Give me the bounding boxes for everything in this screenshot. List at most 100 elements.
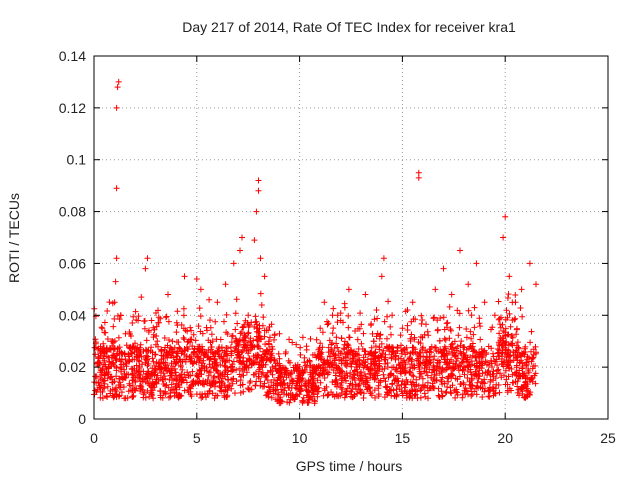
data-point [398, 342, 404, 349]
data-point [242, 337, 249, 344]
data-point [153, 323, 160, 330]
data-point [110, 394, 117, 401]
data-point [253, 378, 260, 385]
data-point [470, 348, 477, 355]
data-point [426, 349, 433, 356]
data-point [385, 298, 392, 305]
data-point [471, 324, 478, 331]
data-point [525, 369, 532, 376]
data-point [521, 351, 528, 358]
data-point [225, 383, 232, 390]
data-point [444, 356, 451, 363]
data-point [170, 377, 177, 384]
data-point [110, 323, 117, 330]
data-point [513, 347, 519, 354]
data-point [228, 348, 235, 355]
data-point [268, 321, 275, 328]
data-point [497, 370, 503, 377]
data-point [472, 370, 479, 377]
data-point [165, 291, 171, 298]
data-point [468, 388, 475, 395]
data-point [357, 310, 364, 317]
data-point [314, 393, 321, 400]
data-point [206, 388, 213, 395]
data-point [143, 356, 150, 363]
data-point [362, 351, 369, 358]
data-point [255, 329, 262, 336]
data-point [519, 365, 526, 372]
data-point [173, 386, 180, 393]
data-point [179, 366, 186, 373]
data-point [118, 368, 124, 375]
data-point [164, 354, 171, 361]
data-point [197, 355, 204, 362]
data-point [93, 373, 100, 380]
data-point [431, 314, 438, 321]
data-point [255, 361, 262, 368]
data-point [177, 346, 184, 353]
data-point [457, 342, 464, 349]
data-point [436, 337, 443, 344]
data-point [331, 345, 338, 351]
data-point [116, 356, 123, 363]
data-point [164, 362, 171, 368]
data-point [312, 386, 319, 393]
data-point [436, 370, 443, 377]
data-point [487, 376, 494, 383]
data-point [166, 337, 172, 343]
data-point [137, 388, 144, 394]
data-point [445, 373, 452, 380]
data-point [183, 353, 190, 359]
data-point [235, 351, 242, 358]
data-point [448, 327, 454, 334]
data-point [99, 395, 106, 402]
data-point [228, 385, 235, 392]
data-point [371, 316, 378, 323]
data-point [163, 313, 170, 320]
data-point [282, 349, 289, 355]
data-point [485, 362, 492, 369]
data-point [149, 355, 156, 362]
data-point [335, 393, 342, 400]
data-point [196, 305, 203, 312]
data-point [253, 321, 260, 328]
data-point [481, 388, 488, 395]
data-point [274, 391, 281, 398]
y-tick-label: 0.14 [59, 48, 86, 64]
data-point [186, 384, 193, 391]
data-point [330, 325, 337, 332]
data-point [91, 344, 98, 351]
data-point [465, 281, 472, 288]
data-point [223, 350, 230, 357]
data-point [314, 377, 321, 384]
data-point [104, 308, 111, 314]
data-point [116, 392, 123, 399]
data-point [468, 383, 475, 390]
data-point [142, 265, 149, 272]
data-point [202, 390, 208, 397]
data-point [478, 353, 485, 359]
data-point [250, 353, 257, 360]
data-point [491, 312, 498, 319]
data-point [495, 298, 502, 305]
data-point [424, 379, 431, 386]
data-point [157, 387, 164, 394]
data-point [99, 346, 106, 353]
data-point [150, 324, 157, 331]
data-point [432, 286, 439, 293]
data-point [279, 389, 285, 396]
data-point [123, 342, 130, 349]
data-point [364, 356, 371, 363]
data-point [317, 364, 324, 371]
data-point [245, 330, 251, 337]
data-point [151, 384, 158, 391]
data-point [393, 386, 400, 393]
data-point [513, 364, 520, 371]
data-point [462, 364, 469, 371]
data-point [141, 318, 148, 325]
data-point [160, 390, 167, 396]
data-point [419, 317, 426, 323]
data-point [289, 393, 296, 400]
data-point [498, 314, 504, 321]
data-point [434, 327, 441, 334]
